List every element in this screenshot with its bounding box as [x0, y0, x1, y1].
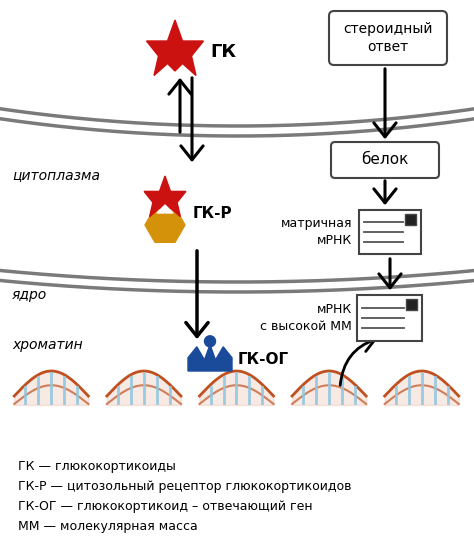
Text: ГК-ОГ — глюкокортикоид – отвечающий ген: ГК-ОГ — глюкокортикоид – отвечающий ген [18, 500, 313, 513]
Text: ММ — молекулярная масса: ММ — молекулярная масса [18, 520, 198, 533]
Text: стероидный
ответ: стероидный ответ [343, 22, 433, 54]
Polygon shape [157, 205, 173, 213]
Text: ГК — глюкокортикоиды: ГК — глюкокортикоиды [18, 460, 176, 473]
Text: ядро: ядро [12, 288, 47, 302]
Text: ГК-Р — цитозольный рецептор глюкокортикоидов: ГК-Р — цитозольный рецептор глюкокортико… [18, 480, 352, 493]
Text: ГК: ГК [210, 43, 236, 61]
FancyBboxPatch shape [331, 142, 439, 178]
FancyBboxPatch shape [329, 11, 447, 65]
Polygon shape [145, 208, 185, 242]
Polygon shape [146, 20, 203, 76]
Text: ГК-Р: ГК-Р [193, 205, 233, 220]
Bar [357, 295, 422, 341]
Polygon shape [188, 344, 232, 371]
Bar [359, 210, 421, 254]
Text: белок: белок [361, 152, 409, 167]
Bar [407, 299, 418, 310]
Text: хроматин: хроматин [12, 338, 83, 352]
Text: мРНК
с высокой ММ: мРНК с высокой ММ [260, 303, 352, 333]
Bar [405, 214, 416, 225]
Text: цитоплазма: цитоплазма [12, 168, 100, 182]
FancyArrowPatch shape [340, 336, 375, 385]
Text: матричная
мРНК: матричная мРНК [281, 217, 352, 247]
Text: ГК-ОГ: ГК-ОГ [238, 353, 289, 368]
Polygon shape [144, 176, 186, 217]
Circle shape [204, 336, 216, 347]
